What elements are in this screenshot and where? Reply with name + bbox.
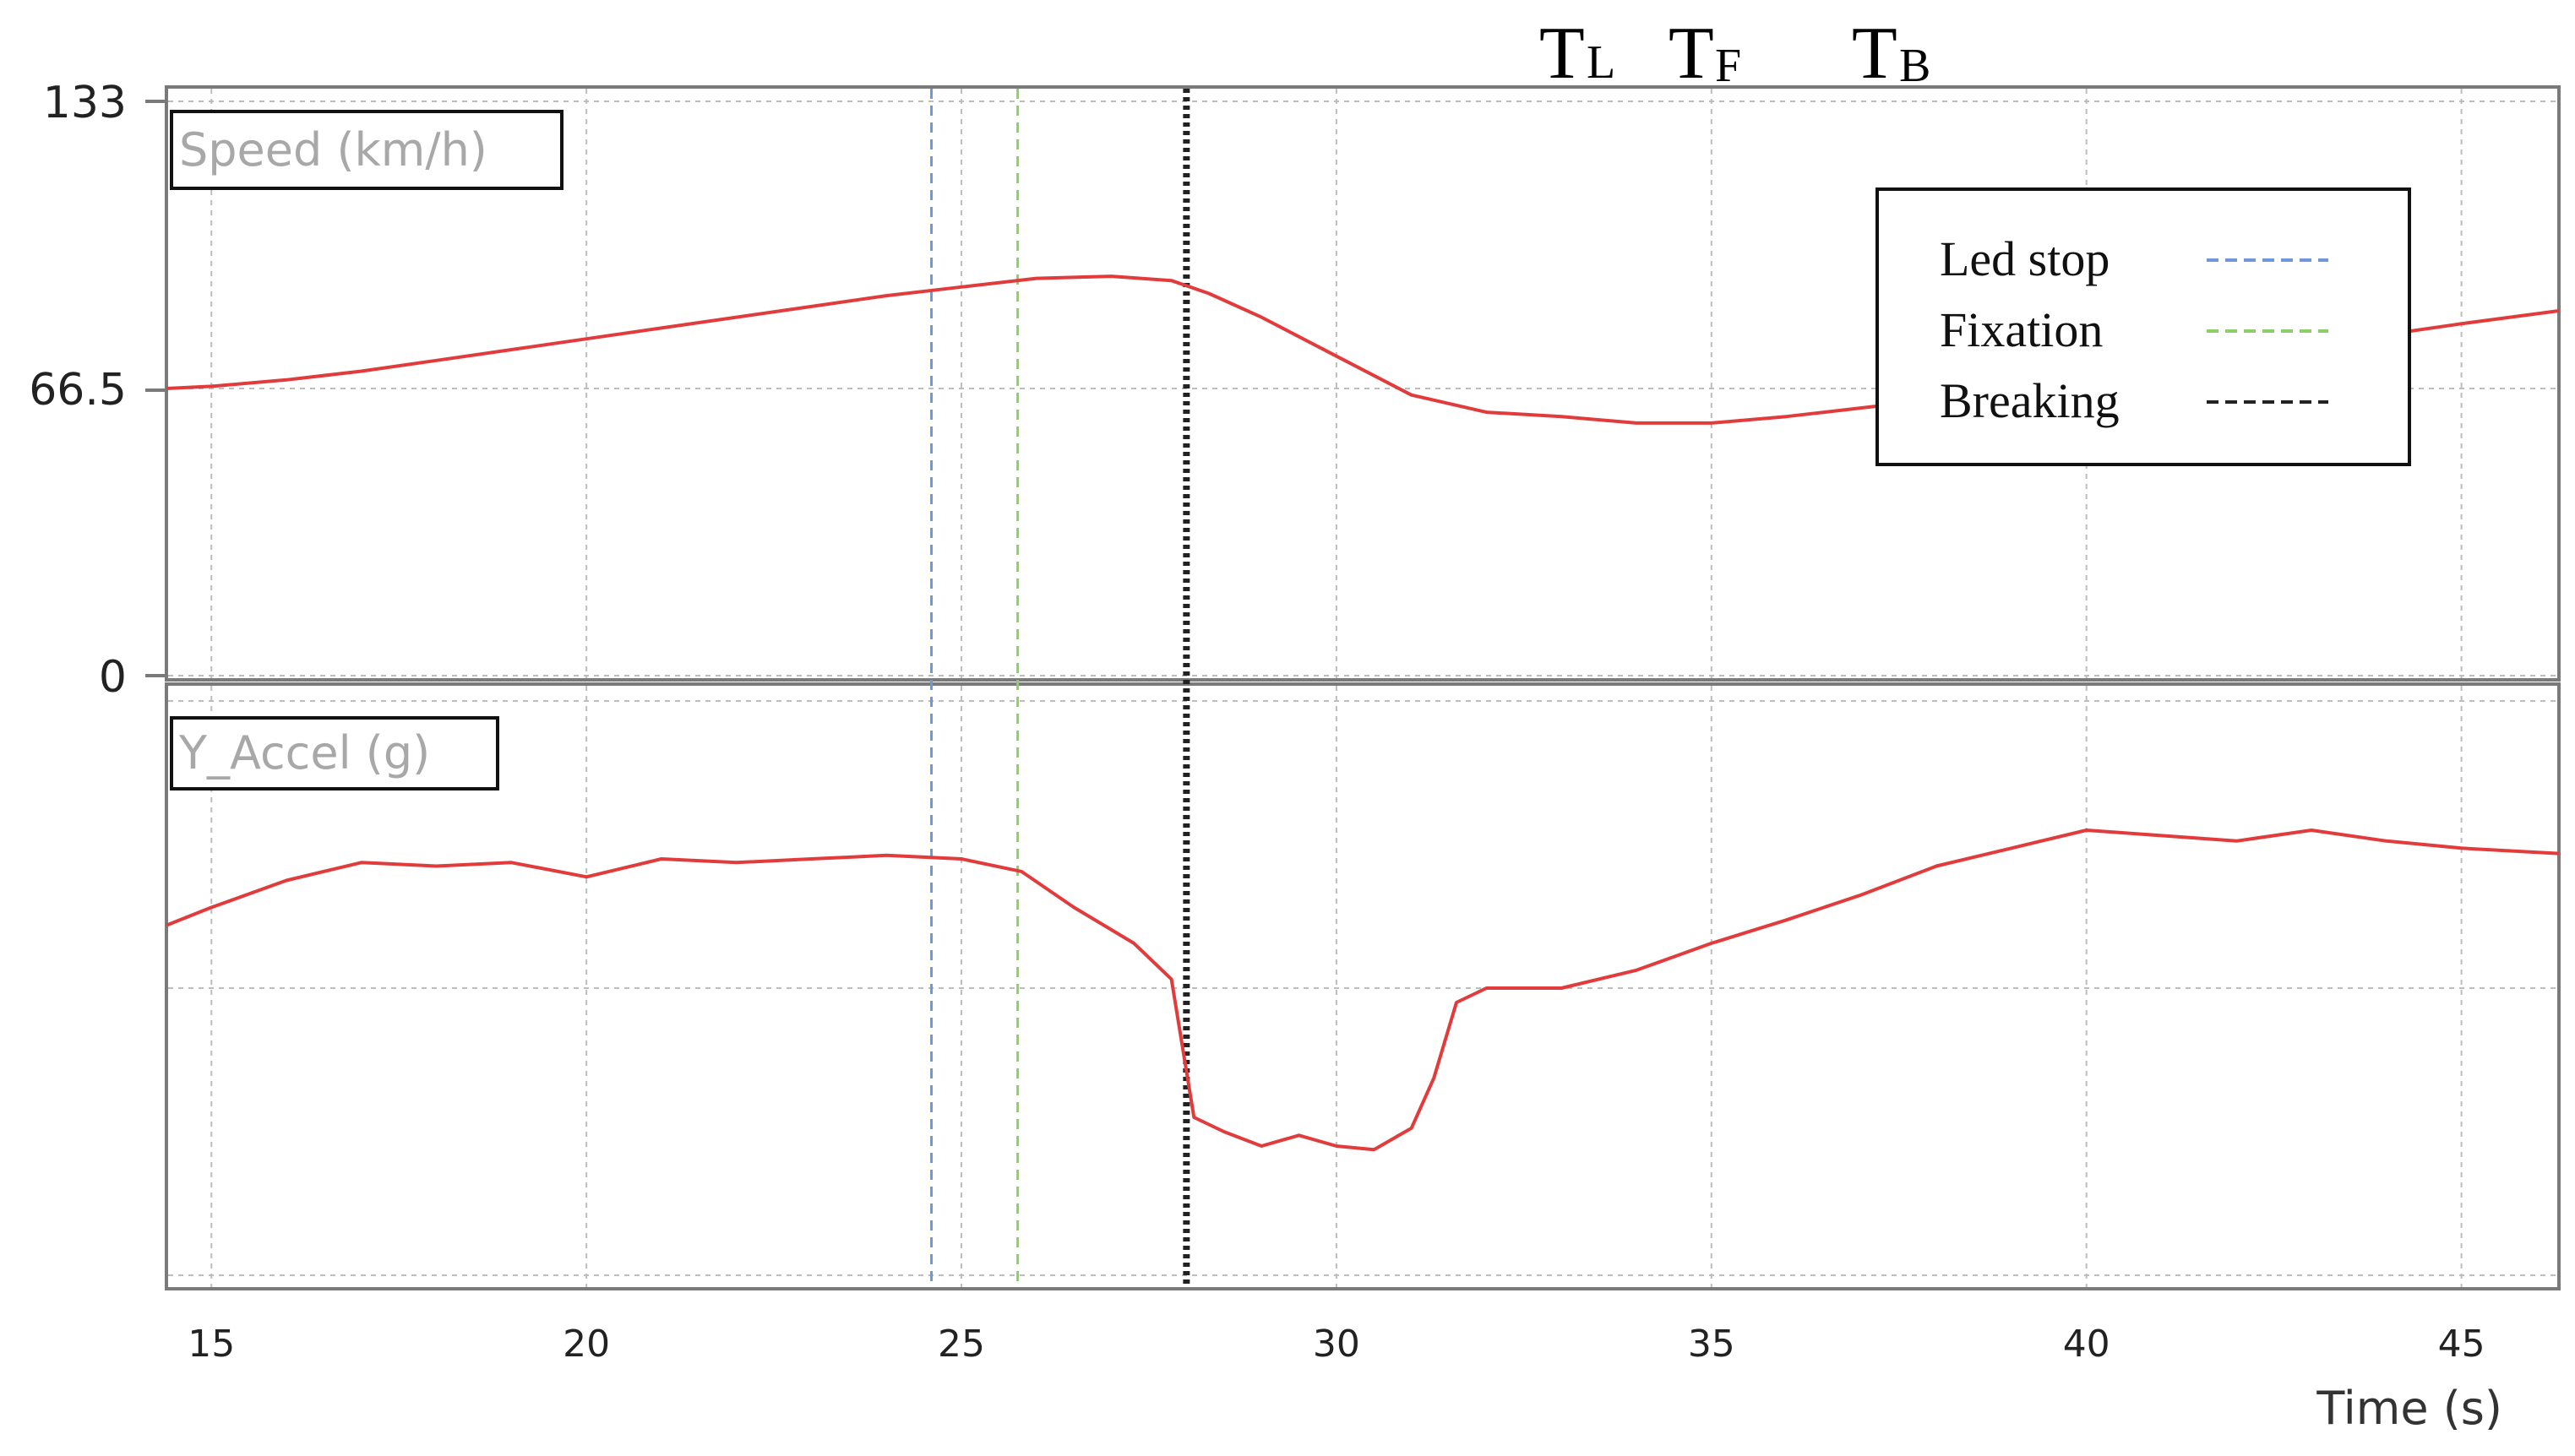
x-tick-labels: 15 20 25 30 35 40 45 xyxy=(188,1323,2485,1366)
legend: Led stop Fixation Breaking xyxy=(1875,187,2411,466)
x-tick-20: 20 xyxy=(563,1323,610,1366)
x-axis-label: Time (s) xyxy=(2316,1382,2502,1435)
accel-series-line xyxy=(166,829,2560,1152)
svg-text:T: T xyxy=(1852,13,1897,95)
speed-panel-label: Speed (km/h) xyxy=(179,123,487,177)
svg-text:T: T xyxy=(1539,13,1585,95)
accel-panel-frame xyxy=(165,682,2561,1290)
x-tick-30: 30 xyxy=(1313,1323,1360,1366)
y-tick-marks xyxy=(145,100,166,677)
speed-label-box xyxy=(170,110,563,190)
y-tick-66-5: 66.5 xyxy=(29,365,127,416)
event-lines xyxy=(930,89,1190,1287)
x-tick-40: 40 xyxy=(2063,1323,2110,1366)
speed-panel-frame xyxy=(165,85,2561,682)
x-tick-15: 15 xyxy=(188,1323,235,1366)
top-marker-tl: T L xyxy=(1539,13,1615,95)
svg-text:T: T xyxy=(1669,13,1714,95)
svg-text:F: F xyxy=(1715,40,1741,92)
x-tick-35: 35 xyxy=(1688,1323,1735,1366)
legend-label-fixation: Fixation xyxy=(1940,302,2103,357)
accel-panel-label: Y_Accel (g) xyxy=(178,726,430,780)
x-tick-25: 25 xyxy=(938,1323,985,1366)
accel-label-box xyxy=(170,716,499,790)
top-marker-tb: T B xyxy=(1852,13,1930,95)
y-tick-0: 0 xyxy=(99,652,127,703)
svg-text:L: L xyxy=(1587,36,1615,89)
legend-label-led-stop: Led stop xyxy=(1940,231,2110,286)
y-tick-133: 133 xyxy=(43,78,127,128)
grid-lines xyxy=(168,89,2557,1287)
top-marker-tf: T F xyxy=(1669,13,1741,95)
svg-text:B: B xyxy=(1899,40,1930,92)
legend-box xyxy=(1875,187,2411,466)
x-tick-45: 45 xyxy=(2438,1323,2485,1366)
legend-label-breaking: Breaking xyxy=(1940,373,2120,428)
